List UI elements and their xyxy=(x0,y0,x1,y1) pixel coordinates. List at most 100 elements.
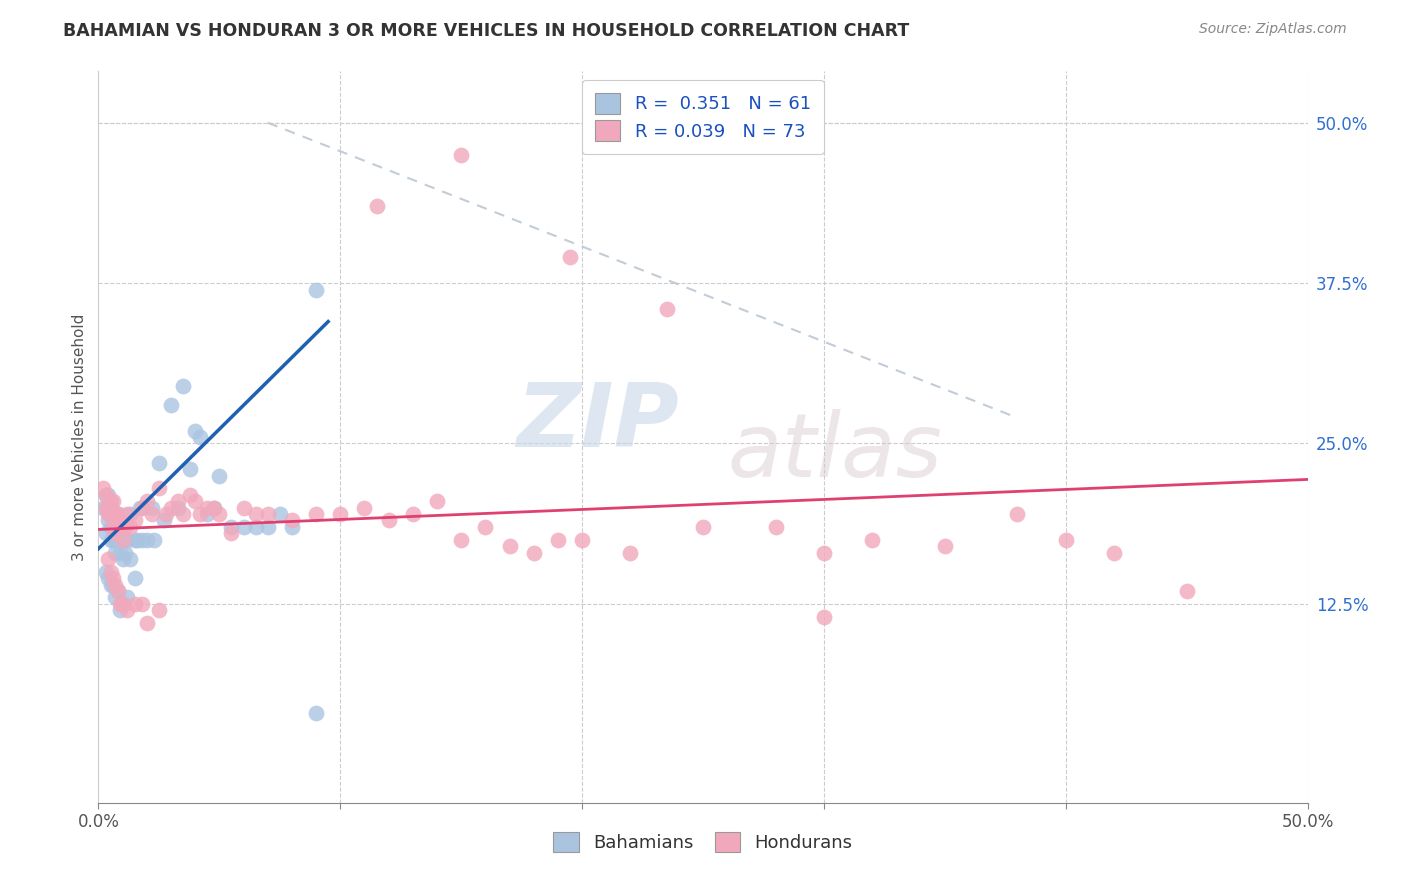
Point xyxy=(107,520,129,534)
Point xyxy=(208,468,231,483)
Point xyxy=(208,507,231,521)
Point xyxy=(101,520,124,534)
Point xyxy=(305,283,328,297)
Point xyxy=(101,577,124,591)
Point xyxy=(1007,507,1029,521)
Point xyxy=(97,488,120,502)
Point xyxy=(232,520,254,534)
Point xyxy=(160,398,183,412)
Point xyxy=(377,514,399,528)
Point xyxy=(143,533,166,547)
Point xyxy=(188,430,211,444)
Point xyxy=(245,520,267,534)
Point xyxy=(765,520,787,534)
Point xyxy=(172,378,194,392)
Point xyxy=(101,507,124,521)
Point xyxy=(111,597,134,611)
Point xyxy=(571,533,593,547)
Point xyxy=(100,494,122,508)
Point xyxy=(111,597,134,611)
Point xyxy=(104,545,127,559)
Point xyxy=(107,507,129,521)
Point xyxy=(131,533,153,547)
Point xyxy=(655,301,678,316)
Point xyxy=(498,539,520,553)
Point xyxy=(160,500,183,515)
Point xyxy=(135,533,157,547)
Point xyxy=(195,500,218,515)
Point xyxy=(221,520,243,534)
Point xyxy=(619,545,641,559)
Point xyxy=(860,533,883,547)
Point xyxy=(100,500,122,515)
Point xyxy=(131,597,153,611)
Point xyxy=(148,482,170,496)
Point xyxy=(97,552,120,566)
Point xyxy=(195,507,218,521)
Point xyxy=(558,251,581,265)
Point xyxy=(91,500,114,515)
Point xyxy=(269,507,291,521)
Point xyxy=(108,520,131,534)
Point xyxy=(179,462,201,476)
Point xyxy=(100,520,122,534)
Point xyxy=(107,507,129,521)
Point xyxy=(94,488,117,502)
Point xyxy=(547,533,569,547)
Point xyxy=(127,533,149,547)
Point xyxy=(108,597,131,611)
Point xyxy=(204,500,226,515)
Point xyxy=(329,507,352,521)
Point xyxy=(107,533,129,547)
Point xyxy=(172,507,194,521)
Point xyxy=(353,500,375,515)
Point xyxy=(426,494,449,508)
Point xyxy=(104,533,127,547)
Point xyxy=(179,488,201,502)
Point xyxy=(117,533,139,547)
Point xyxy=(281,520,304,534)
Point xyxy=(100,565,122,579)
Point xyxy=(135,494,157,508)
Point xyxy=(101,520,124,534)
Point xyxy=(91,482,114,496)
Point xyxy=(117,603,139,617)
Point xyxy=(232,500,254,515)
Point xyxy=(117,507,139,521)
Point xyxy=(118,520,141,534)
Point xyxy=(934,539,956,553)
Point xyxy=(188,507,211,521)
Point xyxy=(104,577,127,591)
Point xyxy=(124,571,146,585)
Point xyxy=(256,520,278,534)
Point xyxy=(523,545,546,559)
Point xyxy=(118,552,141,566)
Point xyxy=(104,520,127,534)
Point xyxy=(184,494,207,508)
Point xyxy=(148,603,170,617)
Point xyxy=(101,533,124,547)
Point xyxy=(108,603,131,617)
Point xyxy=(101,571,124,585)
Point xyxy=(114,514,136,528)
Text: atlas: atlas xyxy=(727,409,942,495)
Point xyxy=(111,552,134,566)
Text: Source: ZipAtlas.com: Source: ZipAtlas.com xyxy=(1199,22,1347,37)
Point xyxy=(107,584,129,599)
Point xyxy=(100,533,122,547)
Point xyxy=(813,609,835,624)
Point xyxy=(1175,584,1198,599)
Point xyxy=(107,584,129,599)
Point xyxy=(692,520,714,534)
Point xyxy=(118,507,141,521)
Point xyxy=(1102,545,1125,559)
Point xyxy=(450,533,472,547)
Point xyxy=(100,507,122,521)
Text: BAHAMIAN VS HONDURAN 3 OR MORE VEHICLES IN HOUSEHOLD CORRELATION CHART: BAHAMIAN VS HONDURAN 3 OR MORE VEHICLES … xyxy=(63,22,910,40)
Point xyxy=(97,507,120,521)
Point xyxy=(366,199,388,213)
Point xyxy=(124,533,146,547)
Point xyxy=(305,507,328,521)
Point xyxy=(131,500,153,515)
Point xyxy=(204,500,226,515)
